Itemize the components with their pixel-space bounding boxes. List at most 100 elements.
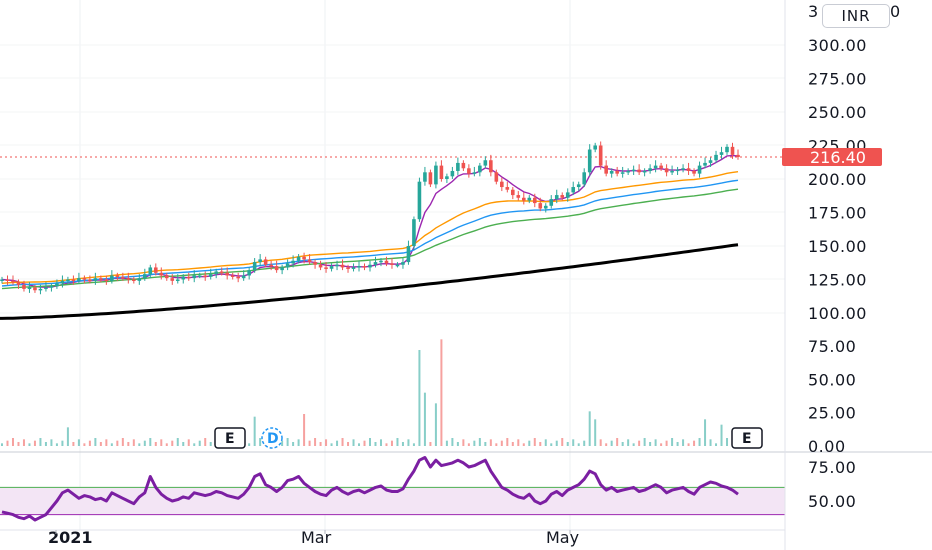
volume-bar [198, 440, 201, 446]
time-axis-tick-label: May [546, 528, 579, 547]
volume-bar [401, 442, 404, 446]
currency-button[interactable]: INR [822, 4, 890, 28]
candle-body [593, 145, 597, 150]
rsi-line [1, 456, 739, 522]
volume-bar [182, 442, 185, 446]
candle-body [137, 278, 142, 281]
candle-body [296, 256, 301, 261]
volume-axis-tick-label: 75.00 [808, 337, 856, 356]
candle-body [192, 275, 197, 279]
volume-bar [165, 443, 168, 446]
volume-bar [456, 442, 459, 446]
candle-body [44, 287, 48, 290]
candle-body [412, 219, 416, 246]
candle-body [483, 160, 488, 166]
volume-bar [577, 443, 580, 446]
volume-bar [28, 443, 31, 446]
candle-body [549, 199, 554, 206]
candle-body [82, 278, 87, 280]
volume-bar [248, 443, 251, 446]
candle-body [49, 286, 54, 288]
candle-body [16, 282, 21, 285]
candle-body [653, 165, 658, 169]
candle-body [390, 263, 394, 265]
candle-body [214, 271, 219, 275]
volume-bar [6, 440, 9, 446]
volume-bar [676, 442, 679, 446]
dividend-badge-ring [261, 427, 283, 449]
volume-bar [434, 403, 437, 446]
candle-body [318, 264, 323, 268]
volume-bar [369, 438, 371, 446]
volume-bar [385, 443, 388, 446]
volume-bar [429, 442, 432, 446]
volume-bar [160, 439, 163, 446]
candle-body [291, 260, 295, 264]
volume-pane[interactable] [1, 339, 739, 446]
event-badge-d[interactable]: D [261, 427, 283, 449]
earnings-badge-frame [731, 427, 763, 449]
price-axis-tick-label: 150.00 [808, 237, 867, 256]
candle-body [604, 165, 608, 174]
candle-body [384, 260, 389, 264]
volume-bar [506, 438, 509, 446]
candle-body [71, 279, 76, 281]
volume-bar [11, 438, 14, 446]
volume-bar [451, 438, 454, 446]
candle-body [208, 274, 213, 277]
volume-bar [292, 442, 295, 446]
candle-body [230, 275, 235, 277]
event-badge-e[interactable]: E [214, 427, 246, 449]
candle-body [225, 272, 229, 276]
candle-body [576, 184, 581, 188]
candle-body [104, 279, 109, 281]
volume-bar [396, 438, 399, 446]
candle-body [478, 165, 482, 173]
candle-body [637, 169, 641, 173]
price-axis-tick-label: 200.00 [808, 170, 867, 189]
event-badge-e[interactable]: E [731, 427, 763, 449]
volume-bar [533, 438, 536, 446]
candle-body [456, 162, 460, 171]
volume-bar [638, 440, 641, 446]
moving-averages [0, 154, 739, 320]
candles [0, 141, 740, 295]
candle-body [472, 172, 477, 174]
candle-body [445, 176, 449, 179]
candle-body [346, 267, 350, 269]
price-pane[interactable] [0, 141, 785, 320]
volume-bar [39, 438, 42, 446]
candle-body [379, 260, 383, 263]
candle-body [719, 152, 724, 155]
candle-body [219, 271, 224, 273]
candle-body [686, 168, 691, 171]
time-axis[interactable]: 2021 Mar May [48, 528, 579, 547]
candle-body [434, 165, 438, 185]
volume-bar [99, 442, 102, 446]
volume-bar [149, 438, 152, 446]
rsi-pane[interactable] [0, 456, 785, 522]
candle-body [565, 192, 570, 198]
candle-body [582, 172, 587, 185]
price-axis[interactable]: 300.00275.00250.00225.00200.00175.00150.… [808, 36, 867, 511]
volume-bar [176, 438, 179, 446]
volume-bar [726, 438, 729, 446]
volume-bar [440, 339, 443, 446]
volume-bar [50, 439, 53, 446]
volume-bar [44, 442, 47, 446]
candle-body [99, 278, 103, 280]
candle-body [148, 267, 153, 275]
candle-body [521, 197, 526, 201]
candle-body [313, 262, 317, 265]
moving-average-line [1, 188, 739, 290]
volume-bar [116, 440, 119, 446]
candle-body [121, 276, 125, 279]
volume-bar [522, 443, 525, 446]
price-axis-tick-label: 250.00 [808, 103, 867, 122]
candle-body [22, 284, 26, 289]
candle-body [500, 181, 504, 188]
candle-body [505, 187, 510, 190]
